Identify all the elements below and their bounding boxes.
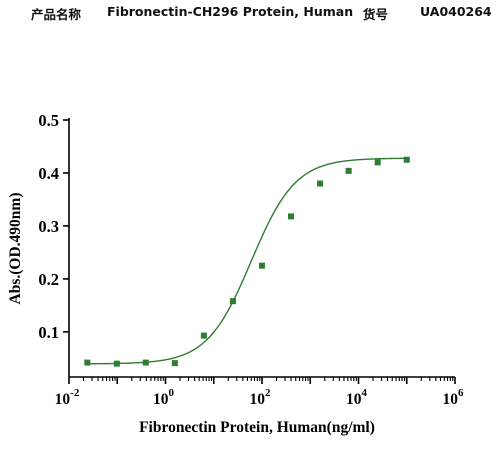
- x-tick-base: 10: [443, 391, 459, 408]
- y-axis-ticks: 0.1 0.2 0.3 0.4 0.5: [38, 111, 69, 342]
- data-points: [84, 156, 410, 367]
- data-point: [259, 262, 265, 269]
- x-tick-exponent: 0: [169, 387, 175, 399]
- y-tick-label: 0.2: [38, 270, 59, 289]
- data-point: [200, 332, 207, 339]
- x-tick-base: 10: [250, 391, 266, 408]
- x-tick-base: 10: [153, 391, 169, 408]
- catalog-number-label: 货号: [363, 7, 389, 22]
- x-tick-base: 10: [55, 391, 71, 408]
- x-tick-label: 10-2: [55, 387, 80, 408]
- x-tick-label: 104: [346, 387, 368, 408]
- product-name: Fibronectin-CH296 Protein, Human: [107, 4, 354, 19]
- data-point: [113, 360, 120, 367]
- x-tick-label: 102: [250, 387, 272, 408]
- x-tick-exponent: 6: [458, 387, 464, 399]
- catalog-number: UA040264: [420, 4, 492, 19]
- y-tick-label: 0.4: [38, 164, 59, 183]
- data-point: [288, 213, 295, 220]
- x-tick-exponent: 4: [362, 387, 368, 399]
- x-axis-ticks: 10-2 100 102 104 106: [55, 377, 464, 408]
- data-point: [171, 360, 178, 367]
- y-axis-label: Abs.(OD.490nm): [7, 193, 24, 305]
- x-tick-label: 100: [153, 387, 175, 408]
- y-tick-label: 0.3: [38, 217, 59, 236]
- fit-curve: [87, 157, 407, 365]
- y-tick-label: 0.1: [38, 323, 59, 342]
- data-point: [345, 167, 352, 174]
- x-axis-label: Fibronectin Protein, Human(ng/ml): [139, 419, 375, 436]
- data-point: [403, 156, 410, 163]
- x-tick-exponent: -2: [70, 387, 80, 399]
- x-tick-exponent: 2: [265, 387, 271, 399]
- data-point: [317, 180, 324, 187]
- x-tick-base: 10: [346, 391, 362, 408]
- product-name-label: 产品名称: [31, 7, 82, 22]
- y-tick-label: 0.5: [38, 111, 59, 130]
- data-point: [142, 359, 149, 366]
- data-point: [84, 359, 91, 366]
- data-point: [229, 298, 236, 305]
- data-point: [374, 159, 381, 166]
- x-tick-label: 106: [443, 387, 465, 408]
